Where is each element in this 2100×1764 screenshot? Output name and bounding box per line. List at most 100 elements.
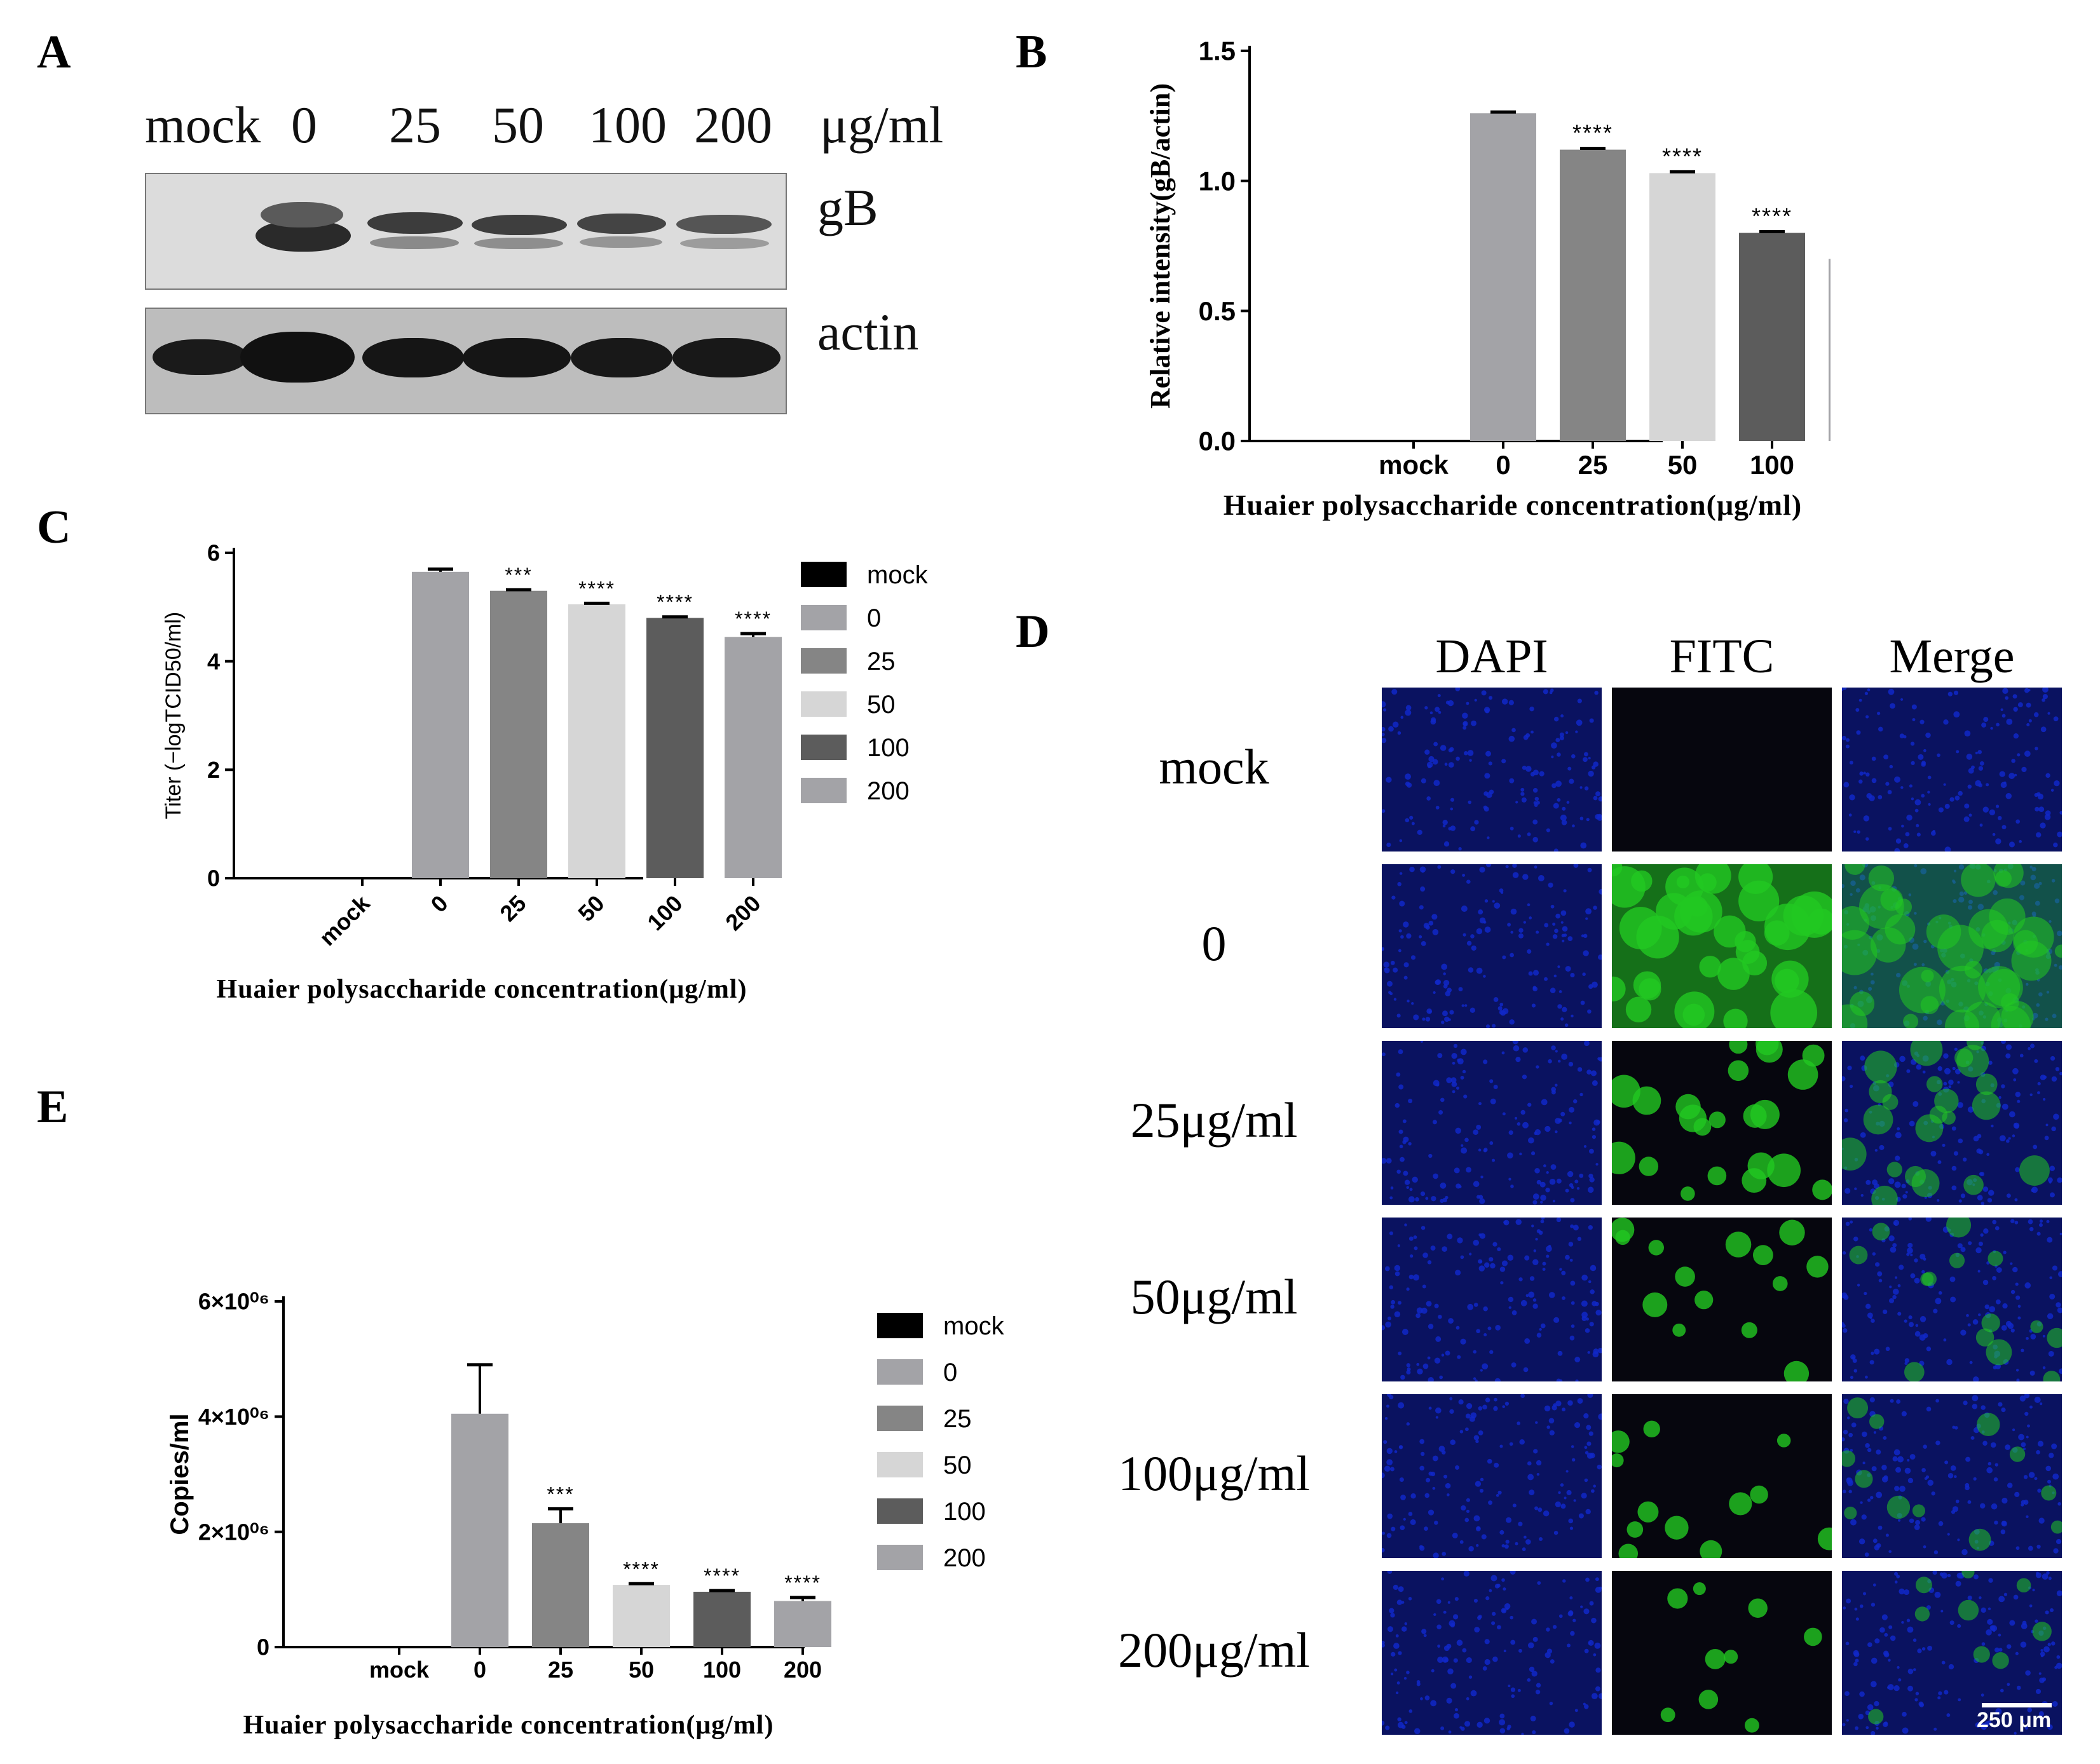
nucleus bbox=[1382, 1531, 1386, 1535]
nucleus bbox=[2056, 1302, 2061, 1308]
x-tick-label: 25 bbox=[1578, 450, 1608, 480]
nucleus bbox=[1855, 1659, 1859, 1663]
lane-label-25: 25 bbox=[389, 96, 441, 154]
nucleus bbox=[1923, 1444, 1927, 1449]
nucleus bbox=[1591, 1693, 1598, 1700]
nucleus bbox=[1864, 691, 1869, 695]
nucleus bbox=[1466, 879, 1471, 884]
nucleus bbox=[1995, 1708, 2002, 1715]
nucleus bbox=[1921, 794, 1925, 798]
micrograph-fitc-row-0 bbox=[1612, 688, 1832, 851]
nucleus bbox=[1932, 1571, 1937, 1575]
nucleus bbox=[1873, 1431, 1877, 1434]
nucleus bbox=[2029, 1226, 2034, 1231]
nucleus bbox=[1551, 742, 1557, 749]
nucleus bbox=[1888, 1550, 1892, 1553]
nucleus bbox=[2038, 1711, 2044, 1717]
legend-swatch bbox=[877, 1452, 923, 1477]
nucleus bbox=[1430, 1700, 1437, 1707]
nucleus bbox=[1955, 1580, 1961, 1587]
nucleus bbox=[1519, 1439, 1525, 1445]
actin-band-25 bbox=[362, 338, 464, 377]
nucleus bbox=[1417, 829, 1422, 835]
nucleus bbox=[2019, 1395, 2026, 1402]
nucleus bbox=[1487, 836, 1490, 839]
nucleus bbox=[1579, 1173, 1584, 1178]
nucleus bbox=[1504, 1401, 1510, 1406]
fitc-signal bbox=[1639, 1157, 1659, 1176]
nucleus bbox=[1996, 1267, 2002, 1273]
nucleus bbox=[1914, 1277, 1920, 1284]
nucleus bbox=[1529, 916, 1532, 919]
nucleus bbox=[1576, 1187, 1580, 1190]
nucleus bbox=[1542, 1261, 1546, 1266]
nucleus bbox=[1455, 1465, 1459, 1470]
nucleus bbox=[1470, 1690, 1477, 1697]
nucleus bbox=[1403, 962, 1409, 968]
nucleus bbox=[1994, 1520, 1998, 1525]
nucleus bbox=[1454, 1597, 1459, 1601]
fitc-signal bbox=[1847, 1397, 1869, 1419]
nucleus bbox=[1988, 1607, 1991, 1610]
nucleus bbox=[1492, 1242, 1497, 1247]
nucleus bbox=[1536, 1683, 1541, 1688]
legend-swatch bbox=[877, 1313, 923, 1338]
nucleus bbox=[1485, 1596, 1490, 1601]
nucleus bbox=[1405, 705, 1412, 711]
nucleus bbox=[1560, 1017, 1564, 1021]
nucleus bbox=[1966, 754, 1973, 760]
nucleus bbox=[1967, 1500, 1972, 1504]
nucleus bbox=[1466, 1402, 1473, 1409]
nucleus bbox=[1567, 766, 1572, 771]
nucleus bbox=[1943, 1082, 1947, 1086]
nucleus bbox=[1905, 1191, 1908, 1194]
nucleus bbox=[2038, 806, 2045, 812]
nucleus bbox=[1431, 1669, 1435, 1672]
nucleus bbox=[1432, 928, 1439, 935]
nucleus bbox=[1449, 1010, 1454, 1015]
nucleus bbox=[1558, 990, 1562, 993]
nucleus bbox=[1487, 1326, 1492, 1331]
nucleus bbox=[1520, 1299, 1527, 1306]
significance-label: *** bbox=[547, 1482, 574, 1505]
nucleus bbox=[2021, 1503, 2024, 1507]
nucleus bbox=[1869, 1228, 1872, 1232]
nucleus bbox=[1560, 910, 1567, 916]
nucleus bbox=[1484, 899, 1489, 903]
nucleus bbox=[2014, 1123, 2017, 1126]
nucleus bbox=[1944, 803, 1950, 809]
nucleus bbox=[2011, 759, 2015, 763]
nucleus bbox=[2051, 1443, 2057, 1449]
nucleus bbox=[1593, 796, 1598, 801]
fitc-signal bbox=[1693, 1582, 1706, 1596]
nucleus bbox=[1566, 1489, 1572, 1496]
nucleus bbox=[1442, 1197, 1447, 1203]
nucleus bbox=[1447, 1668, 1454, 1675]
nucleus bbox=[1436, 1624, 1442, 1630]
nucleus bbox=[1573, 1499, 1576, 1502]
nucleus bbox=[1517, 1122, 1521, 1126]
fitc-signal bbox=[1842, 1450, 1856, 1467]
nucleus bbox=[1459, 1540, 1464, 1544]
nucleus bbox=[1851, 1422, 1857, 1428]
nucleus bbox=[1986, 1153, 1990, 1157]
nucleus bbox=[2035, 747, 2038, 750]
nucleus bbox=[1466, 1509, 1470, 1513]
nucleus bbox=[1450, 807, 1454, 811]
nucleus bbox=[1589, 1148, 1594, 1154]
nucleus bbox=[1428, 764, 1431, 768]
nucleus bbox=[1410, 1519, 1416, 1525]
nucleus bbox=[2006, 1193, 2011, 1198]
nucleus bbox=[1404, 1179, 1410, 1185]
nucleus bbox=[1478, 1406, 1483, 1411]
nucleus bbox=[1551, 783, 1557, 789]
nucleus bbox=[1960, 1193, 1966, 1198]
fitc-signal bbox=[1679, 1104, 1707, 1132]
nucleus bbox=[1421, 778, 1426, 784]
nucleus bbox=[1384, 967, 1390, 974]
nucleus bbox=[1598, 796, 1602, 802]
nucleus bbox=[2017, 702, 2023, 708]
nucleus bbox=[1900, 786, 1904, 789]
nucleus bbox=[1442, 1552, 1447, 1556]
nucleus bbox=[2049, 1276, 2052, 1279]
